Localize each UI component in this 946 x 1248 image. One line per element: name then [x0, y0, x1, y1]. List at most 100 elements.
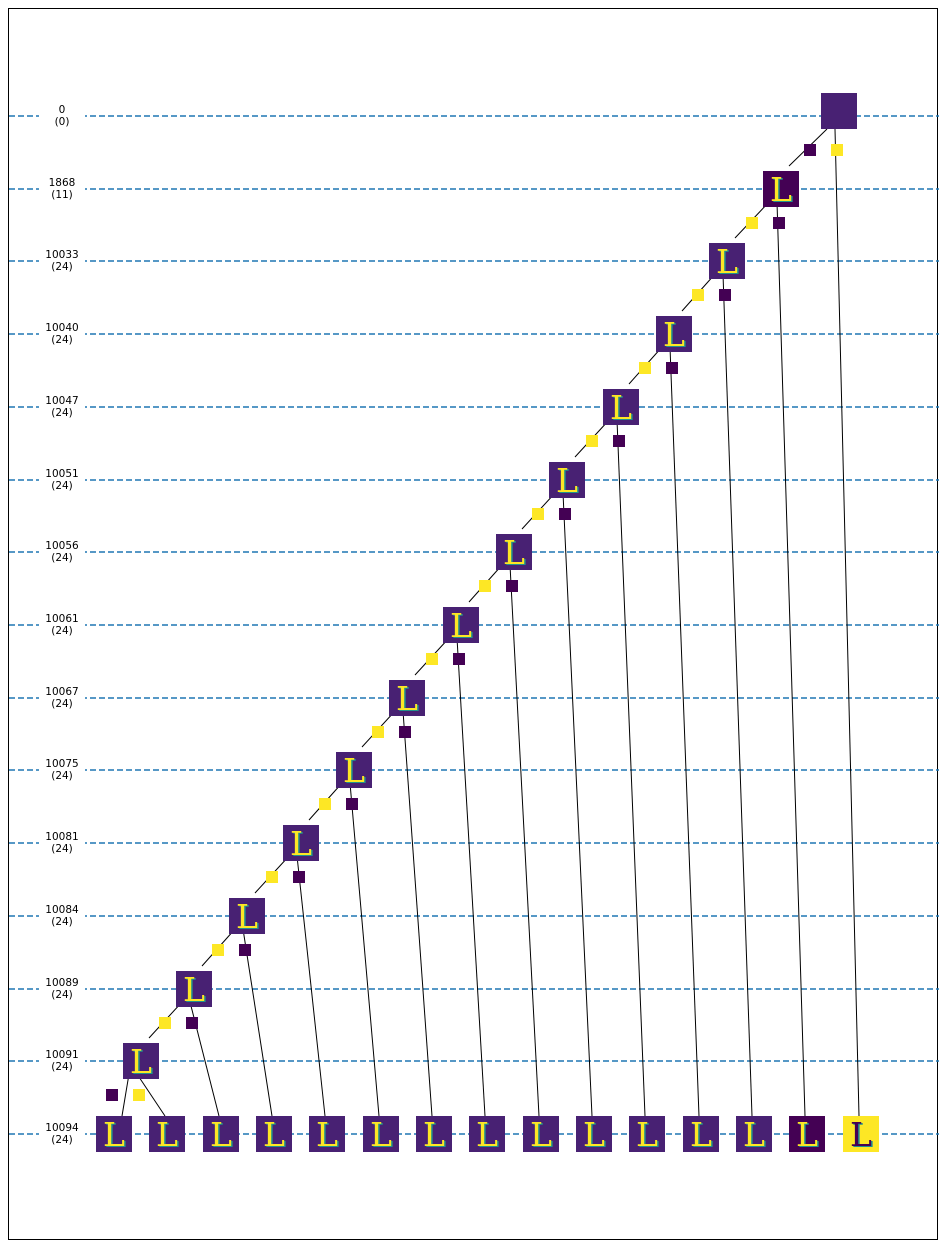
- branch-marker: [804, 144, 816, 156]
- glyph-shadow: L: [185, 971, 207, 1010]
- level-label-bg: [39, 903, 85, 929]
- tree-edge: [562, 492, 593, 1117]
- glyph-shadow: L: [532, 1116, 554, 1155]
- level-label-bg: [39, 685, 85, 711]
- glyph-letter: L: [396, 679, 418, 718]
- internal-node-tile: [549, 462, 585, 498]
- internal-node: LL: [763, 170, 799, 210]
- level-count-label: (0): [55, 116, 70, 128]
- leaf-node: LL: [96, 1115, 132, 1155]
- branch-marker: [239, 944, 251, 956]
- glyph-letter: L: [156, 1115, 178, 1154]
- leaf-node-tile: [363, 1116, 399, 1152]
- level-value-label: 10061: [45, 613, 78, 625]
- leaf-node-tile: [96, 1116, 132, 1152]
- level-count-label: (24): [51, 261, 73, 273]
- level-value-label: 10089: [45, 977, 78, 989]
- level-label-bg: [39, 976, 85, 1002]
- level-label-bg: [39, 1048, 85, 1074]
- level-label-bg: [39, 176, 85, 202]
- leaf-node-tile: [736, 1116, 772, 1152]
- glyph-shadow: L: [558, 462, 580, 501]
- glyph-letter: L: [770, 170, 792, 209]
- glyph-letter: L: [370, 1115, 392, 1154]
- leaf-node: LL: [363, 1115, 399, 1155]
- glyph-letter: L: [583, 1115, 605, 1154]
- internal-node: LL: [549, 461, 585, 501]
- leaf-node-tile: [203, 1116, 239, 1152]
- glyph-shadow: L: [398, 680, 420, 719]
- level-label-bg: [39, 103, 85, 129]
- branch-marker: [159, 1017, 171, 1029]
- leaf-node: LL: [683, 1115, 719, 1155]
- level-value-label: 0: [59, 104, 66, 116]
- glyph-letter: L: [476, 1115, 498, 1154]
- branch-marker: [532, 508, 544, 520]
- glyph-letter: L: [130, 1042, 152, 1081]
- level-label-bg: [39, 612, 85, 638]
- branch-marker: [133, 1089, 145, 1101]
- branch-marker: [212, 944, 224, 956]
- branch-marker: [453, 653, 465, 665]
- branch-marker: [399, 726, 411, 738]
- glyph-shadow: L: [772, 171, 794, 210]
- internal-node: LL: [443, 606, 479, 646]
- branch-marker: [346, 798, 358, 810]
- glyph-shadow: L: [425, 1116, 447, 1155]
- level-count-label: (24): [51, 1061, 73, 1073]
- glyph-shadow: L: [452, 607, 474, 646]
- level-label-bg: [39, 757, 85, 783]
- leaf-node-tile: [416, 1116, 452, 1152]
- branch-marker: [613, 435, 625, 447]
- level-value-label: 10081: [45, 831, 78, 843]
- internal-node: LL: [123, 1042, 159, 1082]
- leaf-node: LL: [469, 1115, 505, 1155]
- glyph-shadow: L: [292, 825, 314, 864]
- leaf-node: LL: [629, 1115, 665, 1155]
- branch-marker: [692, 289, 704, 301]
- branch-marker: [266, 871, 278, 883]
- internal-node: LL: [656, 315, 692, 355]
- leaf-node: LL: [843, 1115, 879, 1155]
- internal-node: LL: [229, 897, 265, 937]
- level-value-label: 1868: [49, 177, 76, 189]
- level-label-bg: [39, 248, 85, 274]
- level-label-bg: [39, 467, 85, 493]
- branch-marker: [106, 1089, 118, 1101]
- level-value-label: 10051: [45, 468, 78, 480]
- leaf-node: LL: [309, 1115, 345, 1155]
- level-value-label: 10075: [45, 758, 78, 770]
- glyph-letter: L: [423, 1115, 445, 1154]
- leaf-node: LL: [203, 1115, 239, 1155]
- internal-node-tile: [656, 316, 692, 352]
- glyph-shadow: L: [692, 1116, 714, 1155]
- tree-edge: [722, 273, 753, 1117]
- internal-node: LL: [709, 242, 745, 282]
- tree-edge: [242, 928, 273, 1117]
- glyph-letter: L: [343, 751, 365, 790]
- glyph-letter: L: [263, 1115, 285, 1154]
- glyph-shadow: L: [238, 898, 260, 937]
- level-count-label: (24): [51, 916, 73, 928]
- glyph-shadow: L: [798, 1116, 820, 1155]
- internal-node: LL: [496, 533, 532, 573]
- internal-node-tile: [336, 752, 372, 788]
- internal-node-tile: [443, 607, 479, 643]
- leaf-node-tile: [523, 1116, 559, 1152]
- branch-marker: [559, 508, 571, 520]
- level-count-label: (24): [51, 770, 73, 782]
- glyph-shadow: L: [132, 1043, 154, 1082]
- level-label-bg: [39, 539, 85, 565]
- level-label-bg: [39, 830, 85, 856]
- internal-node-tile: [283, 825, 319, 861]
- level-count-label: (24): [51, 480, 73, 492]
- glyph-letter: L: [556, 461, 578, 500]
- glyph-shadow: L: [638, 1116, 660, 1155]
- level-label-bg: [39, 1121, 85, 1147]
- internal-node-tile: [123, 1043, 159, 1079]
- internal-node-tile: [176, 971, 212, 1007]
- branch-marker: [319, 798, 331, 810]
- glyph-shadow: L: [745, 1116, 767, 1155]
- glyph-shadow: L: [265, 1116, 287, 1155]
- glyph-letter: L: [210, 1115, 232, 1154]
